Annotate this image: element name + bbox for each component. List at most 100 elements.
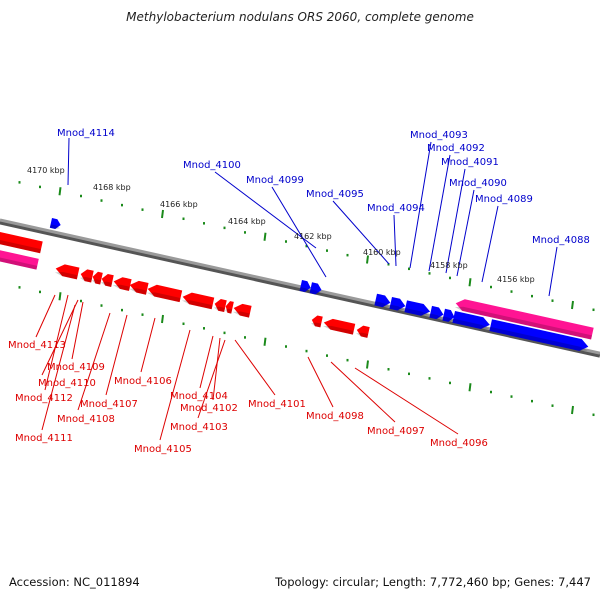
forward-gene-shade xyxy=(374,301,390,308)
outer-tick-minor xyxy=(18,181,21,184)
reverse-gene xyxy=(128,280,149,295)
outer-tick-minor xyxy=(80,194,82,198)
forward-gene xyxy=(374,293,391,308)
reverse-gene xyxy=(146,284,183,303)
scale-label-4166: 4166 kbp xyxy=(160,200,198,209)
reverse-gene-body xyxy=(214,299,227,313)
reverse-gene-shade xyxy=(224,308,233,314)
forward-gene-body xyxy=(429,305,444,320)
gene-label-mnod_4111: Mnod_4111 xyxy=(15,433,73,444)
feature-band-body xyxy=(455,299,594,340)
reverse-gene xyxy=(100,273,114,287)
gene-label-mnod_4108: Mnod_4108 xyxy=(57,414,115,425)
outer-tick-minor xyxy=(141,208,144,211)
gene-label-mnod_4113: Mnod_4113 xyxy=(8,340,66,351)
reverse-gene-body xyxy=(101,273,114,287)
reverse-gene xyxy=(79,269,94,283)
inner-tick-minor xyxy=(244,336,246,339)
forward-gene xyxy=(489,319,589,351)
outer-tick-major xyxy=(571,300,574,310)
outer-scale-ticks xyxy=(18,181,595,312)
reverse-gene xyxy=(323,318,356,335)
leader-line xyxy=(71,301,84,360)
leader-line xyxy=(409,141,432,269)
feature-band-shade xyxy=(454,306,592,340)
leader-line xyxy=(307,356,334,408)
scale-label-4168: 4168 kbp xyxy=(93,183,131,192)
outer-tick-minor xyxy=(223,226,226,230)
gene-label-mnod_4096: Mnod_4096 xyxy=(430,438,488,449)
reverse-gene-body xyxy=(113,277,132,291)
outer-tick-major xyxy=(161,209,164,219)
reverse-gene-shade xyxy=(181,300,213,310)
forward-gene xyxy=(452,311,490,330)
inner-tick-minor xyxy=(121,308,123,312)
forward-gene xyxy=(309,282,322,295)
feature-band-body xyxy=(0,249,39,270)
reverse-gene xyxy=(112,277,132,291)
reverse-gene xyxy=(224,301,234,314)
gene-label-mnod_4092: Mnod_4092 xyxy=(427,143,485,154)
reverse-gene xyxy=(213,299,227,313)
inner-tick-major xyxy=(571,405,574,415)
gene-label-mnod_4091: Mnod_4091 xyxy=(441,157,499,168)
leader-line xyxy=(41,304,76,431)
reverse-gene-shade xyxy=(146,292,181,303)
reverse-gene-body xyxy=(182,292,215,310)
inner-tick-minor xyxy=(326,354,328,357)
outer-tick-major xyxy=(468,278,472,287)
forward-gene-shade xyxy=(452,318,489,330)
inner-tick-minor xyxy=(141,313,144,316)
feature-band xyxy=(0,249,39,270)
forward-gene-shade xyxy=(309,289,321,295)
forward-gene-body xyxy=(389,297,406,311)
leader-line xyxy=(445,168,466,274)
inner-tick-minor xyxy=(305,349,308,353)
gene-label-mnod_4104: Mnod_4104 xyxy=(170,391,228,402)
reverse-gene-body xyxy=(323,318,356,335)
gene-label-mnod_4094: Mnod_4094 xyxy=(367,203,425,214)
reverse-gene-shade xyxy=(356,332,369,338)
reverse-gene xyxy=(356,325,370,338)
inner-tick-minor xyxy=(39,290,41,294)
inner-tick-minor xyxy=(346,358,349,362)
scale-label-4160: 4160 kbp xyxy=(363,248,401,257)
forward-gene-shade xyxy=(389,304,405,311)
gene-label-mnod_4097: Mnod_4097 xyxy=(367,426,425,437)
reverse-gene xyxy=(91,271,103,285)
inner-tick-minor xyxy=(531,399,533,403)
forward-gene-shade xyxy=(49,224,60,229)
feature-band-shade xyxy=(0,256,38,270)
leader-line xyxy=(105,314,128,396)
gene-label-mnod_4093: Mnod_4093 xyxy=(410,130,468,141)
forward-gene xyxy=(389,297,406,311)
forward-gene-shade xyxy=(404,307,430,316)
outer-tick-minor xyxy=(428,272,431,275)
outer-tick-minor xyxy=(408,267,410,271)
leader-line xyxy=(332,200,390,265)
gene-features xyxy=(0,218,594,351)
outer-tick-minor xyxy=(305,244,308,248)
inner-tick-major xyxy=(161,314,164,324)
reverse-gene-body xyxy=(0,231,43,254)
reverse-gene-body xyxy=(356,325,370,338)
gene-label-mnod_4095: Mnod_4095 xyxy=(306,189,364,200)
forward-gene xyxy=(49,218,61,229)
gene-label-mnod_4112: Mnod_4112 xyxy=(15,393,73,404)
reverse-gene-shade xyxy=(91,279,102,285)
reverse-gene-shade xyxy=(79,276,93,283)
leader-line xyxy=(548,246,558,297)
outer-tick-minor xyxy=(449,276,451,280)
map-title: Methylobacterium nodulans ORS 2060, comp… xyxy=(126,10,474,24)
inner-tick-minor xyxy=(428,377,431,380)
inner-tick-major xyxy=(58,292,62,301)
reverse-gene-body xyxy=(147,284,183,303)
inner-tick-minor xyxy=(490,390,492,394)
inner-tick-minor xyxy=(18,286,21,289)
forward-gene-body xyxy=(309,282,322,295)
leader-line xyxy=(67,137,70,186)
leader-line xyxy=(197,339,226,419)
feature-band xyxy=(454,299,594,340)
forward-gene xyxy=(442,308,455,322)
scale-label-4158: 4158 kbp xyxy=(430,261,468,270)
